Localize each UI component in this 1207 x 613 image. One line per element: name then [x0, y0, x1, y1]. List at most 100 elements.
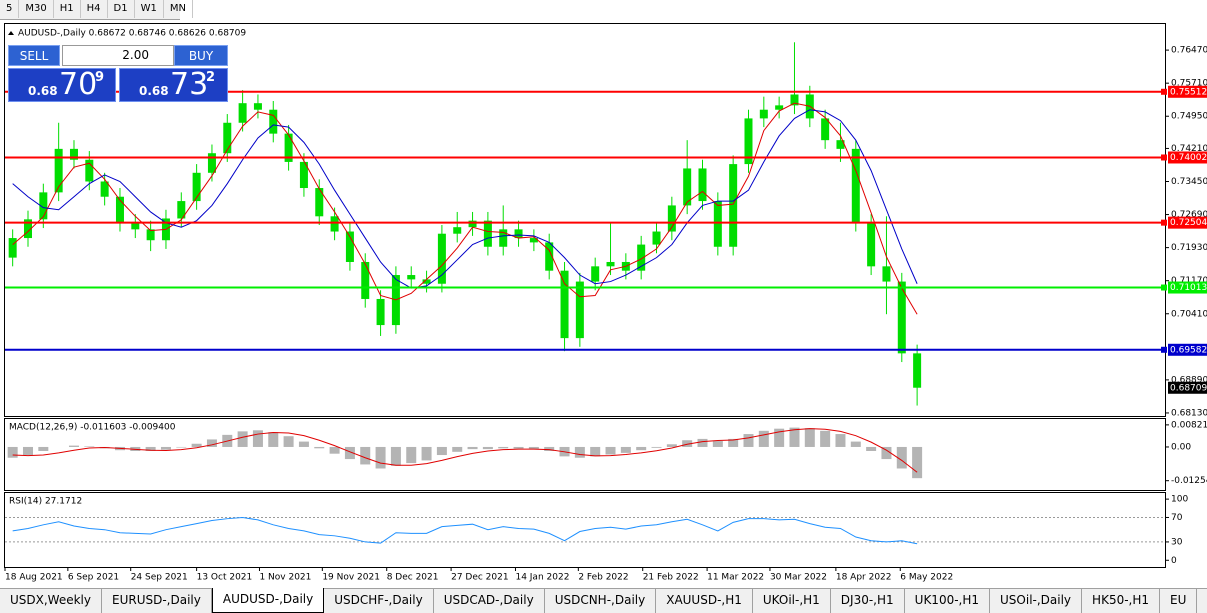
- sell-button[interactable]: SELL: [8, 45, 60, 66]
- macd-bar: [436, 446, 447, 456]
- macd-bar: [636, 446, 647, 451]
- chart-tab[interactable]: DJ30-,H1: [831, 589, 905, 613]
- candle-body: [422, 279, 431, 284]
- macd-bar: [544, 446, 555, 452]
- candle-body: [330, 216, 339, 232]
- one-click-trading: SELL 2.00 BUY 0.68 70 9 0.68 73 2: [8, 45, 228, 102]
- chart-tab[interactable]: EURUSD-,Daily: [102, 589, 212, 613]
- x-tick-label: 6 Sep 2021: [68, 573, 119, 583]
- chart-tab[interactable]: USDX,Weekly: [0, 589, 102, 613]
- timeframe-button[interactable]: D1: [108, 0, 135, 18]
- candle-body: [437, 233, 446, 284]
- y-tick-label: 0.76470: [1171, 46, 1207, 56]
- level-label-box: [1168, 281, 1207, 294]
- candle-body: [131, 222, 140, 230]
- chart-tab[interactable]: XAUUSD-,H1: [656, 589, 753, 613]
- lot-input[interactable]: 2.00: [62, 45, 174, 66]
- bid-price[interactable]: 0.68 70 9: [8, 67, 116, 102]
- macd-bar: [743, 434, 754, 447]
- candle-body: [499, 229, 508, 247]
- macd-bar: [712, 441, 723, 447]
- y-tick-label: 0.70410: [1171, 309, 1207, 319]
- chart-tab[interactable]: USDCNH-,Daily: [545, 589, 657, 613]
- candle-body: [759, 109, 768, 119]
- bid-prefix: 0.68: [28, 84, 58, 98]
- x-tick-label: 18 Aug 2021: [5, 573, 63, 583]
- rsi-line: [12, 516, 918, 545]
- ask-price[interactable]: 0.68 73 2: [119, 67, 228, 102]
- macd-bar: [298, 441, 309, 447]
- level-marker: [1161, 219, 1167, 226]
- y-tick-label: -0.01254: [1171, 476, 1207, 486]
- candle-body: [560, 270, 569, 339]
- timeframe-button[interactable]: H4: [81, 0, 108, 18]
- timeframe-button[interactable]: M30: [19, 0, 54, 18]
- candle-body: [407, 275, 416, 280]
- candle-body: [284, 133, 293, 162]
- candle-body: [54, 148, 63, 193]
- y-tick-label: 100: [1171, 495, 1188, 505]
- macd-bar: [7, 446, 18, 458]
- candle-body: [667, 205, 676, 232]
- macd-bar: [574, 446, 585, 458]
- y-tick-label: 0.71930: [1171, 243, 1207, 253]
- level-label-box: [1168, 85, 1207, 98]
- bid-big: 70: [59, 67, 98, 102]
- chart-tab[interactable]: EU: [1160, 589, 1198, 613]
- buy-button[interactable]: BUY: [174, 45, 228, 66]
- chart-tab[interactable]: USDCAD-,Daily: [434, 589, 545, 613]
- chart-tab[interactable]: AUDUSD-,Daily: [211, 588, 325, 613]
- chart-tab[interactable]: USOil-,Daily: [990, 589, 1083, 613]
- macd-bar: [145, 446, 156, 452]
- y-tick-label: 0: [1171, 556, 1177, 566]
- macd-bar: [314, 446, 325, 449]
- candle-body: [897, 281, 906, 354]
- macd-bar: [605, 446, 616, 455]
- macd-bar: [881, 446, 892, 460]
- candle-body: [39, 192, 48, 220]
- timeframe-button[interactable]: H1: [54, 0, 81, 18]
- timeframe-button[interactable]: W1: [135, 0, 164, 18]
- candle-body: [713, 201, 722, 247]
- candle-body: [376, 298, 385, 326]
- macd-bar: [697, 438, 708, 447]
- level-marker: [1161, 88, 1167, 95]
- x-tick-label: 1 Nov 2021: [259, 573, 311, 583]
- chart-tab[interactable]: UK100-,H1: [905, 589, 991, 613]
- rsi-title: RSI(14) 27.1712: [9, 497, 82, 507]
- macd-bar: [804, 428, 815, 447]
- y-tick-label: 70: [1171, 513, 1183, 523]
- y-tick-label: 0.71170: [1171, 276, 1207, 286]
- macd-bar: [191, 443, 202, 447]
- macd-bar: [850, 441, 861, 447]
- macd-panel-frame: [4, 418, 1166, 491]
- macd-bar: [22, 446, 33, 456]
- level-label: 0.75512: [1170, 87, 1207, 97]
- macd-bar: [620, 446, 631, 453]
- chart-tab[interactable]: HK50-,H1: [1082, 589, 1161, 613]
- timeframe-button[interactable]: MN: [164, 0, 193, 18]
- macd-bar: [758, 430, 769, 447]
- chart-tab[interactable]: UKOil-,H1: [753, 589, 831, 613]
- level-label: 0.71013: [1170, 283, 1207, 293]
- x-tick-label: 11 Mar 2022: [707, 573, 764, 583]
- candle-body: [790, 94, 799, 106]
- macd-bar: [774, 428, 785, 447]
- y-tick-label: 0.008217: [1171, 420, 1207, 430]
- y-tick-label: 0.74210: [1171, 144, 1207, 154]
- x-tick-label: 27 Dec 2021: [451, 573, 509, 583]
- ask-pip: 2: [206, 70, 216, 85]
- candle-body: [146, 229, 155, 241]
- candle-body: [483, 220, 492, 247]
- macd-bar: [820, 430, 831, 447]
- x-tick-label: 6 May 2022: [900, 573, 953, 583]
- macd-bar: [390, 446, 401, 466]
- chart-tab[interactable]: USDCHF-,Daily: [324, 589, 434, 613]
- timeframe-button[interactable]: 5: [0, 0, 20, 18]
- macd-bar: [866, 446, 877, 452]
- candle-body: [115, 196, 124, 223]
- macd-bar: [728, 438, 739, 447]
- x-tick-label: 18 Apr 2022: [836, 573, 892, 583]
- candle-body: [821, 118, 830, 141]
- candle-body: [529, 238, 538, 243]
